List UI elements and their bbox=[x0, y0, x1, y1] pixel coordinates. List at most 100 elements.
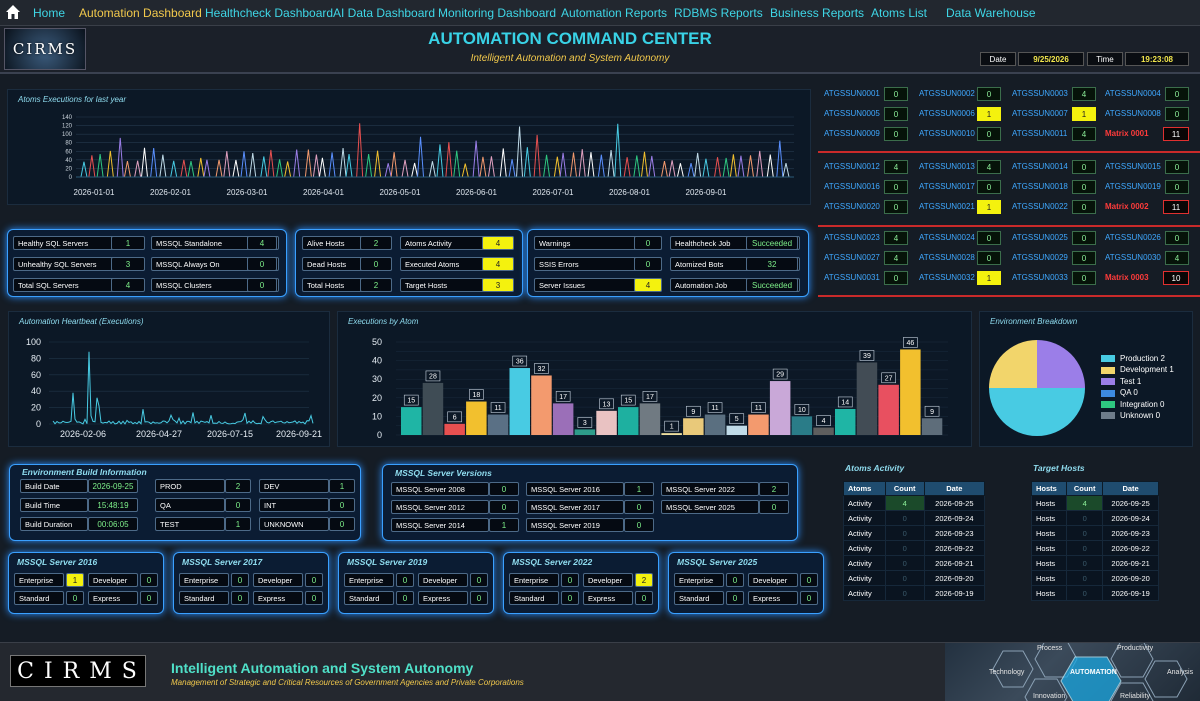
edition-label: Express bbox=[88, 591, 138, 605]
version-label: MSSQL Server 2008 bbox=[391, 482, 489, 496]
bar bbox=[856, 362, 878, 435]
exec-spike bbox=[134, 160, 142, 178]
atom-name-atgssun0003[interactable]: ATGSSUN0003 bbox=[1012, 89, 1068, 98]
atom-name-atgssun0015[interactable]: ATGSSUN0015 bbox=[1105, 162, 1161, 171]
atom-name-atgssun0023[interactable]: ATGSSUN0023 bbox=[824, 233, 880, 242]
x-tick-label: 2026-04-01 bbox=[303, 188, 344, 197]
hex-word: Innovation bbox=[1033, 693, 1066, 700]
table-row: Activity 0 2026-09-24 bbox=[843, 510, 986, 526]
atom-name-atgssun0031[interactable]: ATGSSUN0031 bbox=[824, 273, 880, 282]
atoms-activity-table: Atoms Count Date Activity 4 2026-09-25 Activit… bbox=[843, 481, 986, 601]
atom-name-matrix-0001[interactable]: Matrix 0001 bbox=[1105, 129, 1149, 138]
atom-value: 0 bbox=[977, 251, 1001, 265]
atom-value: 0 bbox=[1072, 160, 1096, 174]
atom-name-atgssun0010[interactable]: ATGSSUN0010 bbox=[919, 129, 975, 138]
exec-spike bbox=[187, 161, 195, 178]
atom-value: 0 bbox=[1165, 231, 1189, 245]
atom-name-matrix-0003[interactable]: Matrix 0003 bbox=[1105, 273, 1149, 282]
atom-name-atgssun0017[interactable]: ATGSSUN0017 bbox=[919, 182, 975, 191]
atom-name-atgssun0025[interactable]: ATGSSUN0025 bbox=[1012, 233, 1068, 242]
bar bbox=[813, 427, 834, 435]
atom-name-atgssun0026[interactable]: ATGSSUN0026 bbox=[1105, 233, 1161, 242]
status-value: 2 bbox=[360, 236, 392, 250]
atom-name-atgssun0008[interactable]: ATGSSUN0008 bbox=[1105, 109, 1161, 118]
page-subtitle: Intelligent Automation and System Autono… bbox=[470, 53, 670, 64]
bar-label-box bbox=[772, 368, 788, 380]
atom-name-matrix-0002[interactable]: Matrix 0002 bbox=[1105, 202, 1149, 211]
bar bbox=[509, 368, 530, 435]
table-cell: 0 bbox=[884, 525, 925, 541]
atom-name-atgssun0007[interactable]: ATGSSUN0007 bbox=[1012, 109, 1068, 118]
atom-name-atgssun0005[interactable]: ATGSSUN0005 bbox=[824, 109, 880, 118]
atom-name-atgssun0032[interactable]: ATGSSUN0032 bbox=[919, 273, 975, 282]
nav-atoms-list[interactable]: Atoms List bbox=[871, 6, 928, 20]
nav-ai-data-dashboard[interactable]: AI Data Dashboard bbox=[333, 6, 436, 20]
footer: CIRMS Intelligent Automation and System … bbox=[0, 642, 1200, 701]
atom-name-atgssun0028[interactable]: ATGSSUN0028 bbox=[919, 253, 975, 262]
atom-name-atgssun0013[interactable]: ATGSSUN0013 bbox=[919, 162, 975, 171]
exec-spike bbox=[597, 154, 605, 178]
atom-name-atgssun0021[interactable]: ATGSSUN0021 bbox=[919, 202, 975, 211]
table-row: Hosts 0 2026-09-19 bbox=[1030, 585, 1159, 601]
atom-name-atgssun0018[interactable]: ATGSSUN0018 bbox=[1012, 182, 1068, 191]
bar bbox=[422, 382, 444, 435]
bar-value-label: 10 bbox=[798, 407, 806, 414]
nav-rdbms-reports[interactable]: RDBMS Reports bbox=[674, 6, 763, 20]
bar bbox=[683, 418, 704, 435]
exec-spike bbox=[687, 162, 695, 178]
home-icon[interactable] bbox=[4, 3, 22, 21]
atom-name-atgssun0030[interactable]: ATGSSUN0030 bbox=[1105, 253, 1161, 262]
edition-label: Enterprise bbox=[509, 573, 559, 587]
legend-swatch bbox=[1101, 366, 1115, 374]
y-tick-label: 40 bbox=[31, 386, 41, 396]
status-label: SSIS Errors bbox=[534, 257, 662, 271]
nav-healthcheck-dashboard[interactable]: Healthcheck Dashboard bbox=[205, 6, 334, 20]
atom-name-atgssun0024[interactable]: ATGSSUN0024 bbox=[919, 233, 975, 242]
nav-monitoring-dashboard[interactable]: Monitoring Dashboard bbox=[438, 6, 557, 20]
bar-label-box bbox=[425, 370, 441, 382]
atom-value: 0 bbox=[977, 180, 1001, 194]
footer-subtitle: Management of Strategic and Critical Res… bbox=[171, 678, 524, 687]
atom-name-atgssun0033[interactable]: ATGSSUN0033 bbox=[1012, 273, 1068, 282]
nav-business-reports[interactable]: Business Reports bbox=[770, 6, 865, 20]
time-label: Time bbox=[1087, 52, 1123, 66]
edition-title: MSSQL Server 2022 bbox=[512, 557, 593, 567]
bar bbox=[487, 414, 509, 435]
nav-home[interactable]: Home bbox=[33, 6, 66, 20]
exec-spike bbox=[304, 149, 312, 178]
atom-name-atgssun0020[interactable]: ATGSSUN0020 bbox=[824, 202, 880, 211]
atom-name-atgssun0029[interactable]: ATGSSUN0029 bbox=[1012, 253, 1068, 262]
legend-swatch bbox=[1101, 389, 1115, 397]
nav-data-warehouse[interactable]: Data Warehouse bbox=[946, 6, 1036, 20]
atom-name-atgssun0019[interactable]: ATGSSUN0019 bbox=[1105, 182, 1161, 191]
atom-name-atgssun0006[interactable]: ATGSSUN0006 bbox=[919, 109, 975, 118]
atom-name-atgssun0011[interactable]: ATGSSUN0011 bbox=[1012, 129, 1068, 138]
atom-name-atgssun0014[interactable]: ATGSSUN0014 bbox=[1012, 162, 1068, 171]
atom-name-atgssun0012[interactable]: ATGSSUN0012 bbox=[824, 162, 880, 171]
atom-name-atgssun0004[interactable]: ATGSSUN0004 bbox=[1105, 89, 1161, 98]
atom-name-atgssun0009[interactable]: ATGSSUN0009 bbox=[824, 129, 880, 138]
exec-spike bbox=[88, 155, 96, 178]
edition-label: Enterprise bbox=[674, 573, 724, 587]
table-cell: 0 bbox=[884, 585, 925, 601]
nav-automation-reports[interactable]: Automation Reports bbox=[561, 6, 668, 20]
atom-name-atgssun0016[interactable]: ATGSSUN0016 bbox=[824, 182, 880, 191]
atom-name-atgssun0027[interactable]: ATGSSUN0027 bbox=[824, 253, 880, 262]
atoms-executions-title: Atoms Executions for last year bbox=[18, 95, 127, 104]
table-row: Hosts 0 2026-09-21 bbox=[1030, 555, 1159, 571]
env-label: PROD bbox=[155, 479, 225, 493]
x-tick-label: 2026-08-01 bbox=[609, 188, 650, 197]
exec-spike bbox=[523, 147, 531, 178]
y-tick-label: 100 bbox=[26, 337, 41, 347]
atom-name-atgssun0002[interactable]: ATGSSUN0002 bbox=[919, 89, 975, 98]
table-cell: Activity bbox=[843, 495, 886, 511]
table-cell: 4 bbox=[1066, 495, 1104, 511]
nav-automation-dashboard[interactable]: Automation Dashboard bbox=[79, 6, 202, 20]
table-row: Activity 0 2026-09-22 bbox=[843, 540, 986, 556]
bar bbox=[639, 403, 661, 435]
bar-label-box bbox=[555, 391, 571, 402]
bar-value-label: 17 bbox=[646, 394, 654, 401]
y-tick-label: 0 bbox=[377, 430, 382, 440]
atom-name-atgssun0001[interactable]: ATGSSUN0001 bbox=[824, 89, 880, 98]
atom-name-atgssun0022[interactable]: ATGSSUN0022 bbox=[1012, 202, 1068, 211]
